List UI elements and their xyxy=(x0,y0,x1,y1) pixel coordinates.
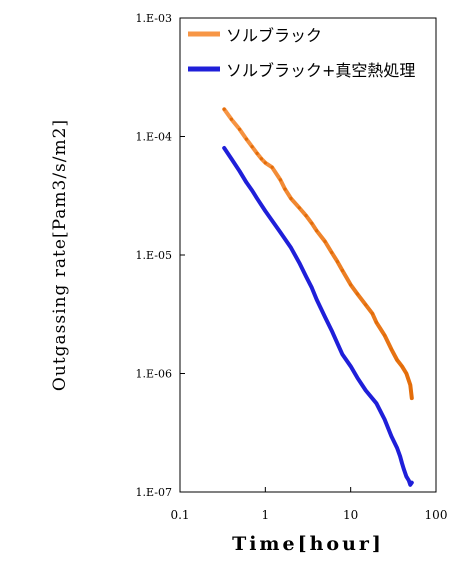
data-point xyxy=(250,188,254,193)
data-point xyxy=(407,478,411,483)
data-point xyxy=(364,388,368,392)
data-point xyxy=(244,180,248,184)
data-point xyxy=(335,260,339,264)
data-point xyxy=(315,298,319,302)
data-point xyxy=(330,250,334,255)
data-point xyxy=(323,315,327,319)
data-point xyxy=(304,214,308,218)
data-point xyxy=(383,333,387,337)
data-point xyxy=(289,246,293,250)
y-tick-label: 1.E-07 xyxy=(136,486,172,499)
data-point xyxy=(374,401,378,405)
series-lines xyxy=(222,107,414,487)
data-point xyxy=(278,230,282,234)
data-point xyxy=(355,376,359,380)
data-point xyxy=(404,475,408,479)
data-point xyxy=(238,127,242,131)
data-point xyxy=(410,396,414,400)
data-point xyxy=(283,187,287,191)
data-point xyxy=(389,434,393,438)
y-tick-label: 1.E-03 xyxy=(136,12,172,25)
data-point xyxy=(323,239,327,244)
data-point xyxy=(297,206,301,210)
data-point xyxy=(370,312,374,316)
data-point xyxy=(270,165,274,169)
data-point xyxy=(340,268,344,273)
data-point xyxy=(383,417,387,421)
x-tick-label: 1 xyxy=(262,508,270,522)
data-point xyxy=(255,151,259,155)
data-point xyxy=(408,383,412,387)
data-point xyxy=(259,157,263,161)
data-point xyxy=(364,303,368,307)
data-point xyxy=(263,209,267,213)
data-point xyxy=(400,364,404,368)
data-point xyxy=(340,352,344,356)
data-point xyxy=(244,137,248,141)
data-point xyxy=(374,320,378,324)
data-point xyxy=(289,196,293,201)
data-point xyxy=(310,221,314,225)
data-point xyxy=(398,454,402,458)
data-point xyxy=(250,145,254,149)
y-axis-title: Outgassing rate[Pam3/s/m2] xyxy=(50,119,70,391)
data-point xyxy=(404,371,408,376)
data-point xyxy=(315,229,319,233)
data-point xyxy=(395,358,399,362)
data-point xyxy=(229,157,233,161)
x-tick-label: 100 xyxy=(425,508,448,522)
y-axis: 1.E-03 1.E-04 1.E-05 1.E-06 1.E-07 xyxy=(136,12,185,499)
y-tick-label: 1.E-04 xyxy=(136,131,172,144)
legend-label-solblack-vacuum: ソルブラック+真空熱処理 xyxy=(226,61,415,80)
legend-label-solblack: ソルブラック xyxy=(226,26,322,45)
x-axis-title: Time[hour] xyxy=(232,533,384,555)
data-point xyxy=(278,178,282,182)
data-point xyxy=(400,461,404,465)
data-point xyxy=(389,347,393,351)
data-point xyxy=(349,283,353,287)
y-tick-label: 1.E-06 xyxy=(136,368,172,381)
x-axis: 0.1 1 10 100 xyxy=(170,487,447,522)
data-point xyxy=(395,446,399,450)
plot-area xyxy=(179,17,437,493)
x-tick-label: 10 xyxy=(343,508,358,522)
data-point xyxy=(238,169,242,173)
y-tick-label: 1.E-05 xyxy=(136,249,172,262)
data-point xyxy=(270,219,274,223)
data-point xyxy=(349,364,353,368)
data-point xyxy=(297,261,301,265)
data-point xyxy=(402,467,406,471)
data-point xyxy=(222,107,226,111)
x-tick-label: 0.1 xyxy=(170,508,189,522)
data-point xyxy=(222,146,226,150)
data-point xyxy=(304,274,308,278)
data-point xyxy=(335,341,339,345)
data-point xyxy=(255,196,259,201)
legend: ソルブラック ソルブラック+真空熱処理 xyxy=(188,26,415,80)
data-point xyxy=(410,481,414,485)
data-point xyxy=(263,161,267,165)
data-point xyxy=(229,117,233,121)
data-point xyxy=(330,329,334,333)
data-point xyxy=(355,292,359,296)
data-point xyxy=(310,286,314,290)
